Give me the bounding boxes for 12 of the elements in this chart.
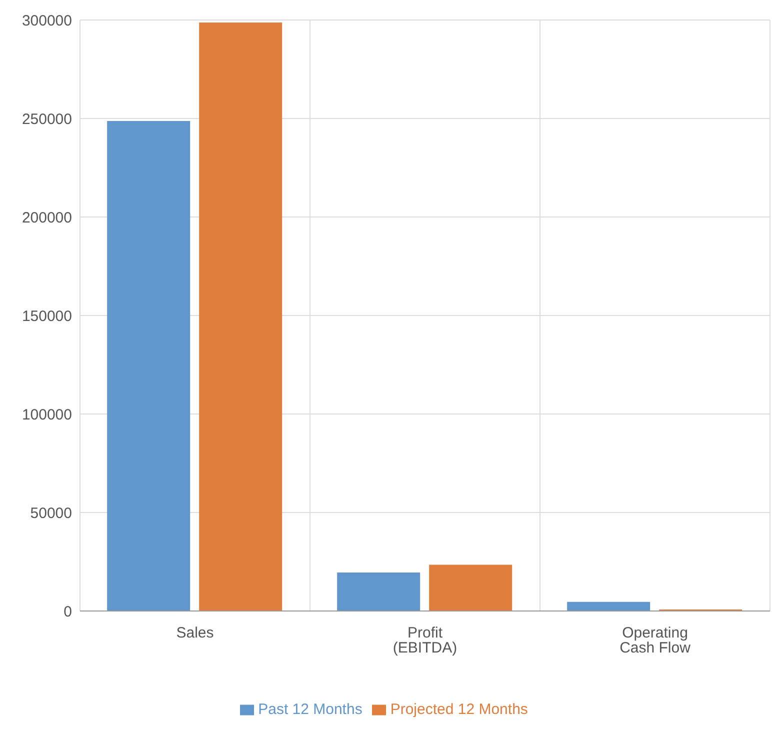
y-tick-label: 200000 [22,209,72,226]
y-tick-label: 150000 [22,308,72,325]
y-tick-label: 100000 [22,406,72,424]
legend-label: Projected 12 Months [390,701,528,718]
x-tick-label: Sales [176,624,214,642]
y-tick-label: 250000 [22,110,72,128]
x-tick-label: Profit (EBITDA) [392,624,458,657]
y-tick-label: 0 [64,603,72,620]
y-tick-label: 300000 [22,12,72,30]
y-tick-label: 50000 [30,504,72,522]
x-tick-label: Operating Cash Flow [620,624,691,657]
legend-label: Past 12 Months [258,701,362,718]
